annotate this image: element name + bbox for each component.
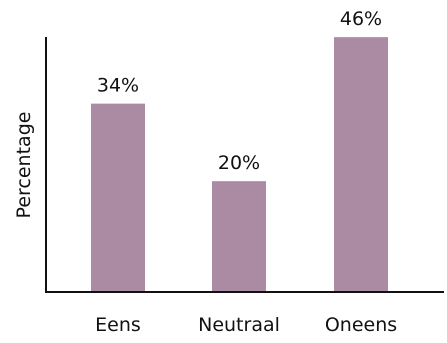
data-label-eens: 34% — [97, 75, 139, 97]
bar-eens — [91, 103, 145, 292]
x-tick-label-neutraal: Neutraal — [198, 314, 280, 336]
bars-layer — [91, 37, 388, 292]
bar-oneens — [334, 37, 388, 292]
x-tick-labels-layer: Eens Neutraal Oneens — [95, 314, 397, 336]
data-label-neutraal: 20% — [218, 152, 260, 174]
x-tick-label-oneens: Oneens — [325, 314, 397, 336]
y-axis-title: Percentage — [13, 112, 35, 219]
bar-neutraal — [212, 181, 266, 292]
data-label-oneens: 46% — [340, 8, 382, 30]
x-tick-label-eens: Eens — [95, 314, 141, 336]
data-labels-layer: 34% 20% 46% — [97, 8, 382, 174]
